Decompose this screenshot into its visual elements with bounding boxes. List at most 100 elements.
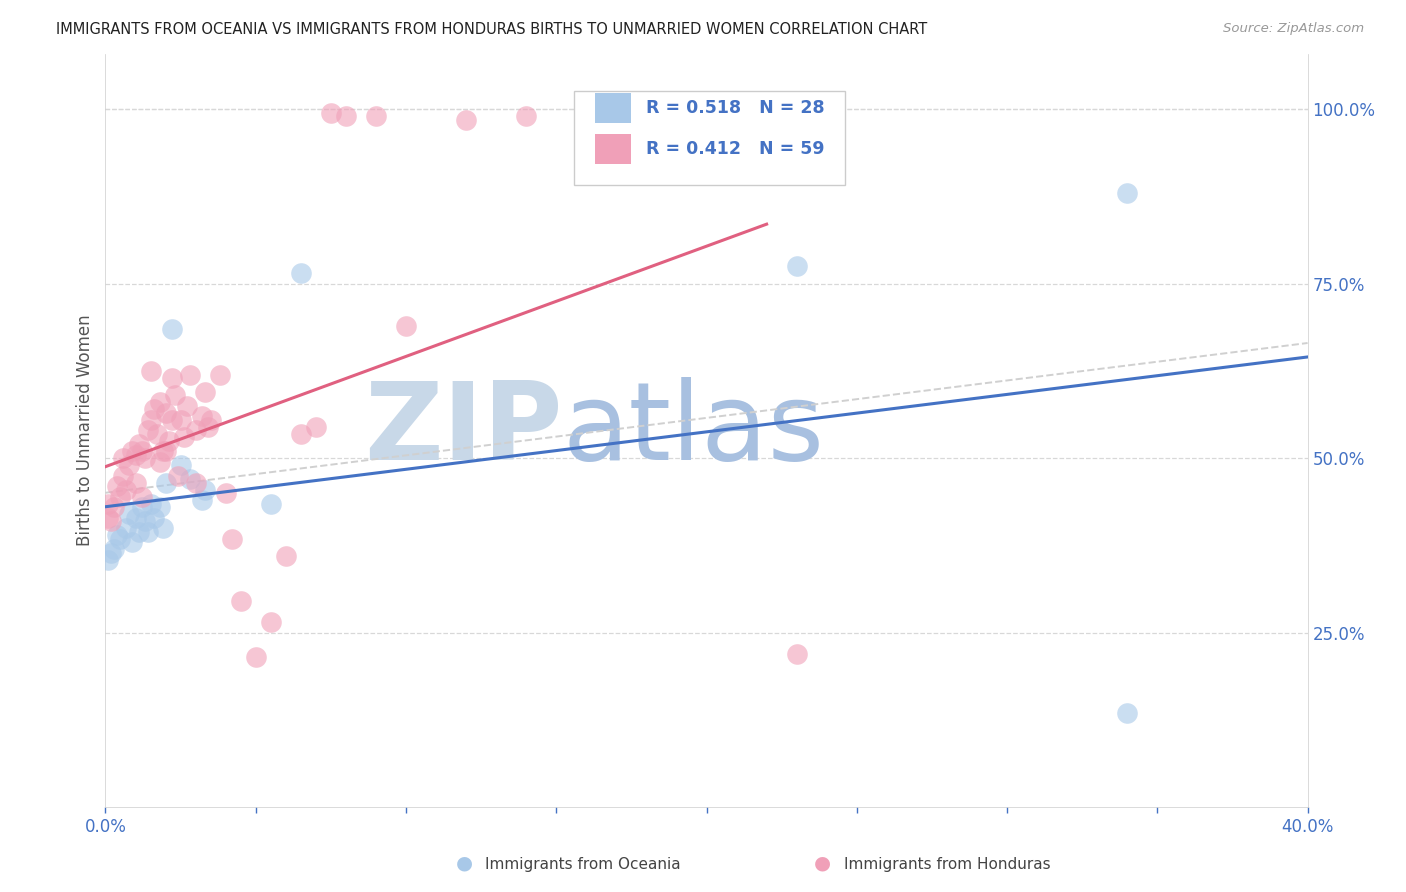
Point bbox=[148, 395, 170, 409]
Point bbox=[152, 444, 174, 458]
Point bbox=[197, 420, 219, 434]
Point bbox=[305, 420, 328, 434]
Point bbox=[155, 475, 177, 490]
Point bbox=[131, 500, 153, 515]
Point bbox=[97, 497, 120, 511]
Point bbox=[124, 448, 146, 462]
Point bbox=[160, 413, 183, 427]
Point bbox=[142, 510, 165, 524]
Point bbox=[176, 399, 198, 413]
Point bbox=[115, 483, 138, 497]
Point bbox=[319, 106, 342, 120]
Point bbox=[155, 406, 177, 420]
Point bbox=[155, 444, 177, 458]
Point bbox=[103, 542, 125, 557]
Point bbox=[107, 479, 129, 493]
Point bbox=[190, 493, 212, 508]
Point bbox=[118, 507, 141, 521]
Point bbox=[107, 528, 129, 542]
Text: atlas: atlas bbox=[562, 377, 824, 483]
Point bbox=[696, 109, 718, 123]
Point bbox=[148, 500, 170, 515]
Point bbox=[274, 549, 297, 563]
Point bbox=[97, 510, 120, 524]
Point bbox=[110, 532, 132, 546]
Point bbox=[131, 490, 153, 504]
Point bbox=[194, 384, 217, 399]
Point bbox=[169, 413, 191, 427]
Point bbox=[139, 364, 162, 378]
Text: R = 0.412   N = 59: R = 0.412 N = 59 bbox=[647, 140, 825, 158]
Point bbox=[136, 424, 159, 438]
Point bbox=[134, 451, 156, 466]
Point bbox=[364, 109, 387, 123]
Point bbox=[124, 475, 146, 490]
Point bbox=[190, 409, 212, 424]
Point bbox=[221, 532, 243, 546]
Point bbox=[163, 388, 186, 402]
Text: ZIP: ZIP bbox=[364, 377, 562, 483]
Point bbox=[335, 109, 357, 123]
Point bbox=[260, 497, 283, 511]
Text: Source: ZipAtlas.com: Source: ZipAtlas.com bbox=[1223, 22, 1364, 36]
Text: IMMIGRANTS FROM OCEANIA VS IMMIGRANTS FROM HONDURAS BIRTHS TO UNMARRIED WOMEN CO: IMMIGRANTS FROM OCEANIA VS IMMIGRANTS FR… bbox=[56, 22, 928, 37]
Point bbox=[290, 266, 312, 280]
Point bbox=[100, 514, 122, 528]
Point bbox=[169, 458, 191, 473]
Point bbox=[100, 545, 122, 559]
Point bbox=[179, 472, 201, 486]
Point bbox=[160, 371, 183, 385]
Point bbox=[454, 112, 477, 127]
Point bbox=[103, 500, 125, 515]
Point bbox=[184, 475, 207, 490]
Text: R = 0.518   N = 28: R = 0.518 N = 28 bbox=[647, 99, 825, 117]
Point bbox=[786, 260, 808, 274]
Point bbox=[184, 424, 207, 438]
Text: Immigrants from Oceania: Immigrants from Oceania bbox=[485, 857, 681, 872]
Point bbox=[136, 524, 159, 539]
Point bbox=[515, 109, 537, 123]
Point bbox=[229, 594, 252, 608]
Point bbox=[290, 426, 312, 441]
Point bbox=[166, 468, 188, 483]
Point bbox=[152, 521, 174, 535]
Point bbox=[148, 455, 170, 469]
Point bbox=[124, 510, 146, 524]
Point bbox=[179, 368, 201, 382]
Point bbox=[128, 524, 150, 539]
FancyBboxPatch shape bbox=[595, 93, 631, 123]
Point bbox=[110, 490, 132, 504]
Point bbox=[139, 497, 162, 511]
FancyBboxPatch shape bbox=[595, 134, 631, 164]
Point bbox=[200, 413, 222, 427]
Point bbox=[260, 615, 283, 630]
Point bbox=[208, 368, 231, 382]
Point bbox=[1116, 186, 1139, 200]
Point bbox=[1116, 706, 1139, 720]
Point bbox=[112, 451, 135, 466]
Point bbox=[194, 483, 217, 497]
Point bbox=[128, 437, 150, 451]
Point bbox=[214, 486, 236, 500]
Point bbox=[115, 521, 138, 535]
Point bbox=[157, 434, 180, 448]
Y-axis label: Births to Unmarried Women: Births to Unmarried Women bbox=[76, 315, 94, 546]
Point bbox=[118, 458, 141, 473]
Point bbox=[121, 535, 143, 549]
Point bbox=[121, 444, 143, 458]
Text: Immigrants from Honduras: Immigrants from Honduras bbox=[844, 857, 1050, 872]
Point bbox=[97, 552, 120, 566]
Point bbox=[134, 514, 156, 528]
Text: ●: ● bbox=[814, 854, 831, 872]
Point bbox=[145, 426, 167, 441]
FancyBboxPatch shape bbox=[574, 91, 845, 186]
Point bbox=[112, 468, 135, 483]
Point bbox=[131, 444, 153, 458]
Point bbox=[142, 402, 165, 417]
Point bbox=[160, 322, 183, 336]
Text: ●: ● bbox=[456, 854, 472, 872]
Point bbox=[245, 650, 267, 665]
Point bbox=[139, 413, 162, 427]
Point bbox=[173, 430, 195, 444]
Point bbox=[395, 318, 418, 333]
